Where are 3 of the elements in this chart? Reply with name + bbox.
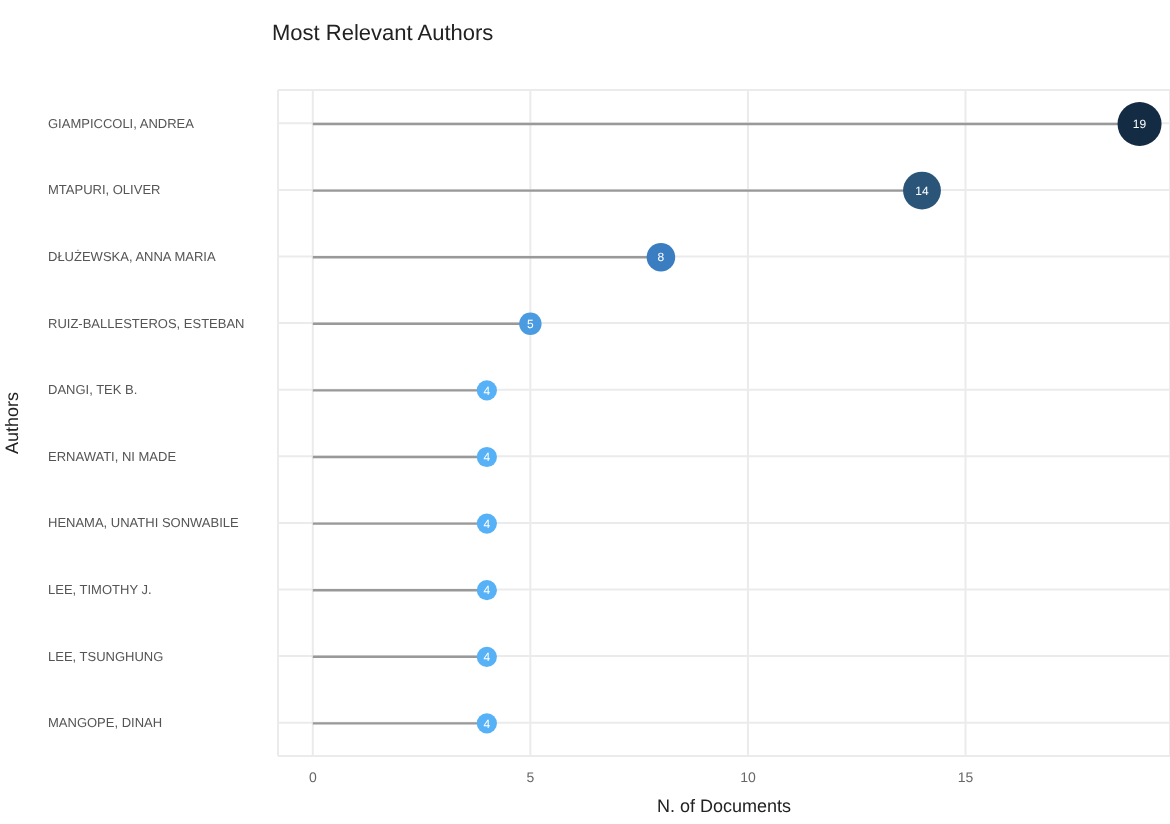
- chart-title: Most Relevant Authors: [272, 22, 494, 46]
- x-axis-title: N. of Documents: [656, 796, 793, 816]
- y-axis-title: Authors: [2, 391, 23, 455]
